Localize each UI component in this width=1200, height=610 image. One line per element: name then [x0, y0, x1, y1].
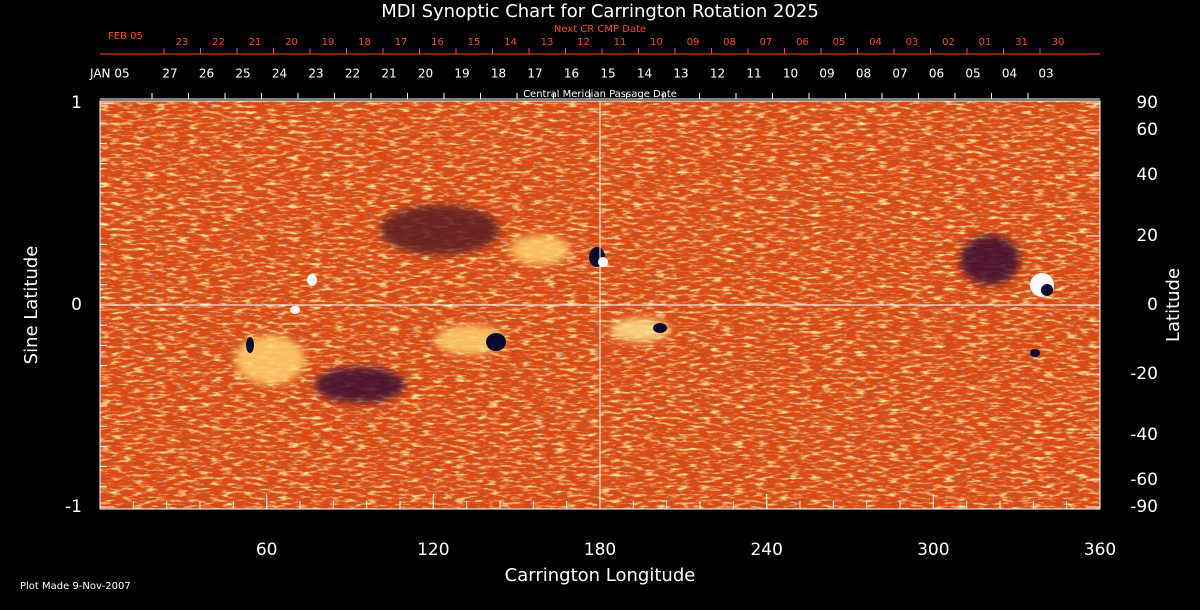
date-axis-label: Central Meridian Passage Date [523, 89, 677, 100]
date-label: 23 [176, 37, 189, 48]
y2-tick-label: 40 [1136, 165, 1158, 185]
y-axis-label: Sine Latitude [21, 246, 42, 365]
date-label: 20 [418, 67, 433, 81]
date-label: 15 [600, 67, 615, 81]
footer: Plot Made 9-Nov-2007 [20, 581, 131, 592]
y2-tick-label: 60 [1136, 120, 1158, 140]
date-label: 16 [564, 67, 579, 81]
date-label: 22 [345, 67, 360, 81]
date-label: 19 [322, 37, 335, 48]
date-label: 07 [892, 67, 907, 81]
date-label: 09 [819, 67, 834, 81]
date-label: 26 [199, 67, 214, 81]
y-tick-label: -1 [65, 497, 82, 517]
y2-tick-label: -90 [1130, 497, 1158, 517]
date-label: 18 [358, 37, 371, 48]
date-label: 06 [796, 37, 809, 48]
date-label: 24 [272, 67, 287, 81]
date-label: 17 [527, 67, 542, 81]
date-label: 12 [577, 37, 590, 48]
date-label: 23 [308, 67, 323, 81]
date-label: 11 [614, 37, 627, 48]
date-label: 17 [395, 37, 408, 48]
date-axis-label: Next CR CMP Date [554, 24, 646, 35]
x-axis-label: Carrington Longitude [505, 565, 696, 586]
x-tick-label: 180 [584, 540, 616, 560]
y2-tick-label: 0 [1147, 295, 1158, 315]
date-label: 04 [1002, 67, 1017, 81]
y2-tick-label: -60 [1130, 470, 1158, 490]
date-label: 18 [491, 67, 506, 81]
y2-axis-label: Latitude [1163, 268, 1184, 342]
date-label: 01 [979, 37, 992, 48]
y-tick-label: 1 [71, 93, 82, 113]
date-label: 08 [723, 37, 736, 48]
y-tick-label: 0 [71, 295, 82, 315]
date-label: 30 [1052, 37, 1065, 48]
chart-title: MDI Synoptic Chart for Carrington Rotati… [381, 1, 819, 22]
date-label: 06 [929, 67, 944, 81]
date-label: 19 [454, 67, 469, 81]
date-label: 22 [212, 37, 225, 48]
date-label: 09 [687, 37, 700, 48]
x-tick-label: 60 [256, 540, 278, 560]
date-label: 14 [504, 37, 517, 48]
date-label: 20 [285, 37, 298, 48]
date-label: 03 [1038, 67, 1053, 81]
date-label: 05 [965, 67, 980, 81]
date-label: 15 [468, 37, 481, 48]
x-tick-label: 120 [417, 540, 449, 560]
date-month-label: JAN 05 [89, 67, 130, 81]
date-label: 10 [783, 67, 798, 81]
date-label: 05 [833, 37, 846, 48]
date-label: 08 [856, 67, 871, 81]
date-label: 03 [906, 37, 919, 48]
date-label: 07 [760, 37, 773, 48]
date-label: 31 [1015, 37, 1028, 48]
y2-tick-label: 20 [1136, 226, 1158, 246]
date-label: 25 [235, 67, 250, 81]
x-tick-label: 360 [1084, 540, 1116, 560]
date-label: 21 [381, 67, 396, 81]
date-label: 11 [746, 67, 761, 81]
date-label: 21 [249, 37, 262, 48]
date-label: 13 [541, 37, 554, 48]
date-label: 10 [650, 37, 663, 48]
y2-tick-label: -40 [1130, 425, 1158, 445]
date-label: 02 [942, 37, 955, 48]
date-label: 16 [431, 37, 444, 48]
x-tick-label: 300 [917, 540, 949, 560]
date-label: 12 [710, 67, 725, 81]
date-label: 13 [673, 67, 688, 81]
date-label: 14 [637, 67, 652, 81]
date-month-label: FEB 05 [108, 31, 143, 42]
y2-tick-label: -20 [1130, 364, 1158, 384]
date-label: 04 [869, 37, 882, 48]
y2-tick-label: 90 [1136, 93, 1158, 113]
date-label: 27 [162, 67, 177, 81]
x-tick-label: 240 [750, 540, 782, 560]
